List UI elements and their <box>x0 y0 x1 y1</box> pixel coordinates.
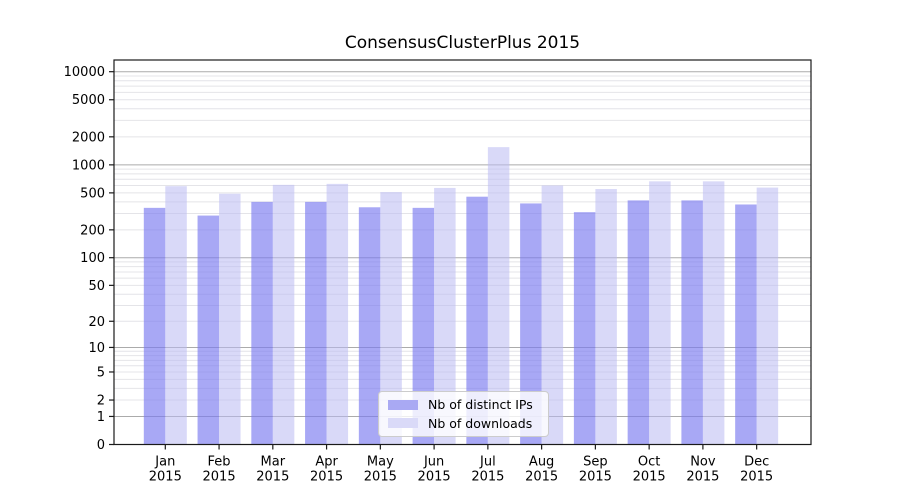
x-tick-label-year: 2015 <box>633 470 666 485</box>
y-tick-label: 5000 <box>72 93 105 108</box>
bar-distinct-ips <box>305 201 327 445</box>
legend-swatch-downloads <box>388 418 418 429</box>
legend-item-distinct-ips: Nb of distinct IPs <box>388 397 539 412</box>
x-tick-label-year: 2015 <box>203 470 236 485</box>
y-tick-label: 20 <box>88 315 105 330</box>
y-tick-label: 1000 <box>72 158 105 173</box>
x-tick-label-year: 2015 <box>740 470 773 485</box>
y-tick-label: 200 <box>80 223 105 238</box>
bar-distinct-ips <box>520 203 542 445</box>
bar-distinct-ips <box>251 201 273 445</box>
x-tick-label-year: 2015 <box>579 470 612 485</box>
x-tick-label-month: Mar <box>261 455 286 470</box>
y-tick-label: 2000 <box>72 130 105 145</box>
y-tick-label: 2 <box>97 394 105 409</box>
bar-downloads <box>756 187 779 445</box>
x-tick-label-month: Aug <box>529 455 554 470</box>
bar-distinct-ips <box>358 207 381 445</box>
x-tick-label-year: 2015 <box>310 470 343 485</box>
bar-downloads <box>595 189 617 445</box>
bar-downloads <box>434 187 456 445</box>
legend-label-distinct-ips: Nb of distinct IPs <box>428 397 533 413</box>
x-tick-label-month: Sep <box>583 455 608 470</box>
y-tick-label: 50 <box>88 279 105 294</box>
bar-distinct-ips <box>681 200 703 445</box>
bar-downloads <box>380 192 402 445</box>
x-tick-label-year: 2015 <box>256 470 289 485</box>
bar-downloads <box>272 184 295 445</box>
y-tick-label: 10 <box>88 341 105 356</box>
x-tick-label-year: 2015 <box>471 470 504 485</box>
bar-distinct-ips <box>466 196 488 445</box>
y-tick-label: 1 <box>97 410 105 425</box>
legend-label-downloads: Nb of downloads <box>428 415 533 431</box>
bar-distinct-ips <box>573 212 596 445</box>
bar-downloads <box>165 186 187 445</box>
bar-downloads <box>487 147 510 445</box>
bar-downloads <box>219 193 241 445</box>
y-tick-label: 10000 <box>64 65 105 80</box>
legend-item-downloads: Nb of downloads <box>388 416 539 431</box>
x-tick-label-month: Jun <box>423 455 444 470</box>
x-tick-label-month: Feb <box>208 455 231 470</box>
plot-frame <box>113 59 812 446</box>
bar-downloads <box>702 181 725 445</box>
x-tick-label-month: Jan <box>154 455 175 470</box>
bar-distinct-ips <box>143 207 166 445</box>
bar-downloads <box>649 181 671 445</box>
legend: Nb of distinct IPs Nb of downloads <box>378 391 549 437</box>
bar-distinct-ips <box>197 215 220 445</box>
bar-distinct-ips <box>627 200 650 445</box>
y-tick-label: 5 <box>97 365 105 380</box>
bar-distinct-ips <box>412 207 435 445</box>
x-tick-label-year: 2015 <box>364 470 397 485</box>
x-tick-label-year: 2015 <box>149 470 182 485</box>
bar-downloads <box>541 185 564 445</box>
x-tick-label-month: Oct <box>638 455 660 470</box>
x-tick-label-month: Apr <box>315 455 338 470</box>
chart-title: ConsensusClusterPlus 2015 <box>344 33 581 53</box>
bar-downloads <box>326 183 349 445</box>
x-tick-label-month: May <box>367 455 394 470</box>
bar-distinct-ips <box>735 204 757 445</box>
y-tick-label: 0 <box>97 438 105 453</box>
x-tick-label-month: Jul <box>479 455 496 470</box>
x-tick-label-year: 2015 <box>525 470 558 485</box>
y-tick-label: 500 <box>80 186 105 201</box>
x-tick-label-year: 2015 <box>686 470 719 485</box>
y-tick-label: 100 <box>80 251 105 266</box>
x-tick-label-month: Nov <box>690 455 716 470</box>
x-tick-label-month: Dec <box>744 455 769 470</box>
x-tick-label-year: 2015 <box>418 470 451 485</box>
legend-swatch-distinct-ips <box>388 399 418 410</box>
